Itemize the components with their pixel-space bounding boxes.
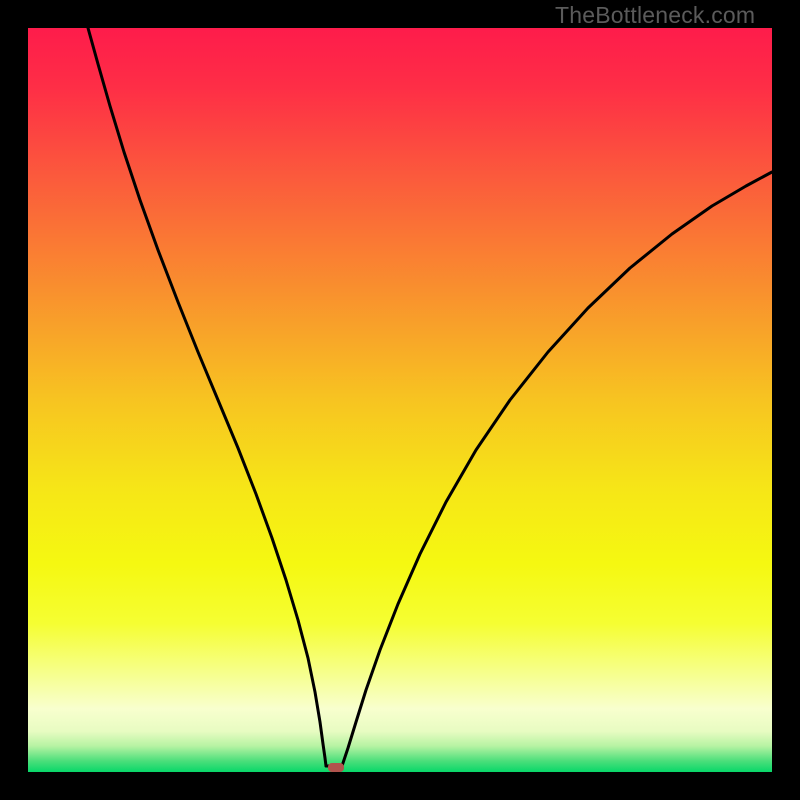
bottleneck-curve <box>28 28 772 772</box>
watermark-text: TheBottleneck.com <box>555 2 755 29</box>
plot-area <box>28 28 772 772</box>
chart-frame: TheBottleneck.com <box>0 0 800 800</box>
frame-border-bottom <box>0 772 800 800</box>
curve-left-branch <box>88 28 326 766</box>
curve-right-branch <box>342 172 772 766</box>
vertex-marker <box>328 763 344 772</box>
frame-border-right <box>772 0 800 800</box>
frame-border-left <box>0 0 28 800</box>
